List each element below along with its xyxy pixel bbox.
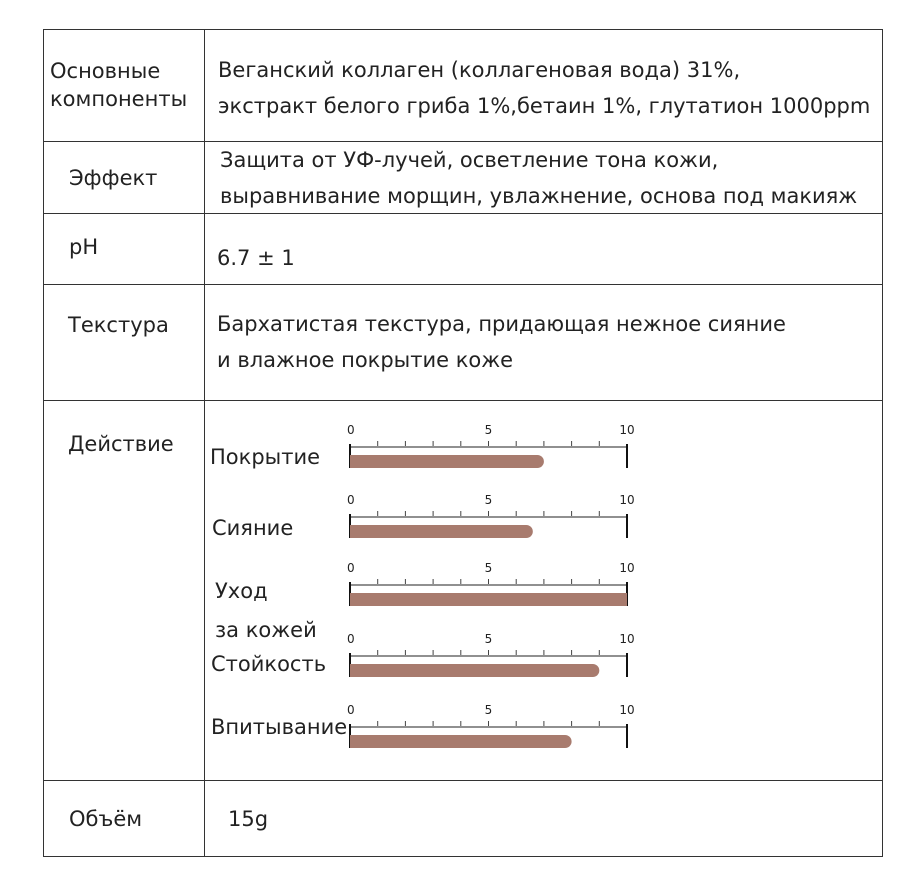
components-value-line: экстракт белого гриба 1%,бетаин 1%, глут…: [218, 94, 871, 118]
tick-label: 10: [619, 493, 634, 507]
texture-label: Текстура: [68, 313, 169, 337]
row-components: Основные компоненты Веганский коллаген (…: [44, 30, 882, 142]
components-label-line: компоненты: [50, 87, 188, 111]
tick-label: 5: [485, 493, 493, 507]
tick-label: 5: [485, 703, 493, 717]
tick-label: 10: [619, 632, 634, 646]
tick-label: 10: [619, 703, 634, 717]
category-label: Уход за кожей: [215, 572, 317, 650]
category-label: Впитывание: [211, 713, 347, 741]
category-label-line: Стойкость: [211, 652, 327, 676]
category-label-line: за кожей: [215, 618, 317, 642]
row-effect: Эффект Защита от УФ-лучей, осветление то…: [44, 142, 882, 214]
value-bar-start: [350, 455, 357, 468]
scale-group: 0 5 10: [347, 703, 635, 748]
category-label: Стойкость: [211, 650, 326, 678]
tick-label: 10: [619, 423, 634, 437]
components-label-line: Основные: [50, 59, 161, 83]
tick-label: 5: [485, 561, 493, 575]
scale-group: 0 5 10: [347, 493, 635, 538]
components-value: Веганский коллаген (коллагеновая вода) 3…: [218, 52, 870, 124]
tick-label: 0: [347, 493, 355, 507]
tick-label: 0: [347, 632, 355, 646]
category-label-line: Покрытие: [210, 445, 321, 469]
tick-label: 0: [347, 423, 355, 437]
effect-label: Эффект: [69, 166, 158, 190]
category-label-line: Уход: [215, 579, 268, 603]
category-label: Покрытие: [210, 443, 320, 471]
action-label: Действие: [68, 432, 174, 456]
volume-value: 15g: [228, 807, 269, 831]
texture-value-line: и влажное покрытие коже: [217, 348, 514, 372]
tick-label: 5: [485, 423, 493, 437]
scale-group: 0 5 10: [347, 561, 635, 606]
effect-value: Защита от УФ-лучей, осветление тона кожи…: [220, 142, 857, 214]
components-value-line: Веганский коллаген (коллагеновая вода) 3…: [218, 58, 741, 82]
tick-label: 0: [347, 703, 355, 717]
row-texture: Текстура Бархатистая текстура, придающая…: [44, 285, 882, 401]
effect-value-line: Защита от УФ-лучей, осветление тона кожи…: [220, 148, 719, 172]
row-action: Действие 0 5 10 0 5 10 0 5 10 0 5 10 0 5 10 Покрытие Сия…: [44, 401, 882, 781]
volume-label: Объём: [69, 807, 143, 831]
value-bar: [350, 735, 572, 748]
ph-label: pH: [69, 235, 99, 259]
value-bar-start: [350, 525, 357, 538]
value-bar-start: [350, 664, 357, 677]
tick-label: 0: [347, 561, 355, 575]
components-label: Основные компоненты: [50, 57, 187, 113]
row-volume: Объём 15g: [44, 781, 882, 858]
ph-value: 6.7 ± 1: [217, 246, 295, 270]
row-ph: pH 6.7 ± 1: [44, 214, 882, 285]
scale-group: 0 5 10: [347, 423, 635, 468]
texture-value: Бархатистая текстура, придающая нежное с…: [217, 306, 786, 378]
value-bar: [350, 455, 544, 468]
tick-label: 10: [619, 561, 634, 575]
category-label: Сияние: [212, 514, 293, 542]
value-bar: [350, 664, 600, 677]
category-label-line: Сияние: [212, 516, 294, 540]
effect-value-line: выравнивание морщин, увлажнение, основа …: [220, 184, 858, 208]
scale-group: 0 5 10: [347, 632, 635, 677]
value-bar: [350, 593, 627, 606]
texture-value-line: Бархатистая текстура, придающая нежное с…: [217, 312, 786, 336]
value-bar: [350, 525, 533, 538]
spec-table: Основные компоненты Веганский коллаген (…: [43, 29, 883, 857]
value-bar-start: [350, 735, 357, 748]
category-label-line: Впитывание: [211, 715, 348, 739]
column-divider: [204, 30, 205, 856]
tick-label: 5: [485, 632, 493, 646]
action-scales: 0 5 10 0 5 10 0 5 10 0 5 10 0 5 10: [347, 423, 635, 748]
